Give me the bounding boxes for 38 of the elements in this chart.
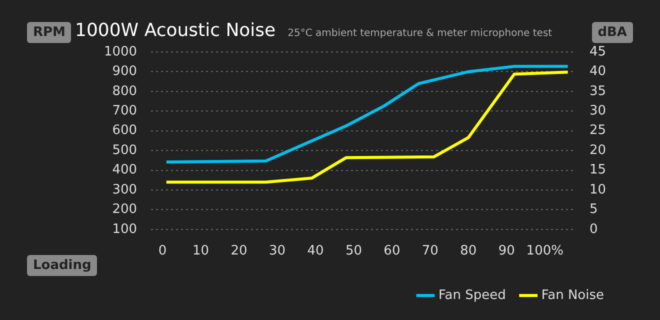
legend-label: Fan Noise (541, 288, 604, 303)
x-tick-label: 30 (268, 244, 286, 259)
y-tick-label: 800 (112, 84, 138, 99)
chart-subtitle: 25°C ambient temperature & meter microphone test (288, 28, 552, 39)
x-axis-title: Loading (27, 255, 98, 276)
x-tick-label: 50 (345, 244, 362, 259)
x-tick-label: 10 (192, 244, 210, 259)
x-tick-label: 60 (384, 244, 400, 259)
y2-tick-label: 30 (589, 104, 606, 119)
legend-label: Fan Speed (438, 288, 506, 303)
y-tick-label: 300 (112, 182, 138, 198)
x-tick-label: 0 (158, 244, 167, 259)
y2-tick-label: 0 (589, 222, 598, 237)
x-tick-label: 80 (460, 244, 477, 259)
y2-tick-label: 45 (589, 44, 606, 60)
y-tick-label: 900 (112, 64, 138, 80)
y2-axis-title: dBA (592, 22, 633, 43)
y-tick-label: 400 (112, 162, 138, 178)
y-axis-title: RPM (27, 22, 72, 43)
y2-tick-label: 25 (589, 123, 606, 138)
x-tick-label: 40 (307, 244, 324, 259)
y2-tick-label: 20 (589, 142, 606, 158)
y-tick-label: 500 (112, 142, 138, 158)
y2-tick-label: 10 (589, 182, 606, 198)
y2-tick-label: 5 (589, 202, 598, 218)
x-tick-label: 90 (498, 244, 515, 259)
y2-tick-label: 15 (589, 162, 606, 178)
y2-tick-label: 40 (589, 64, 606, 80)
y-tick-label: 100 (112, 222, 138, 237)
y-tick-label: 200 (112, 202, 138, 218)
y-tick-label: 600 (112, 123, 138, 138)
y-tick-label: 700 (112, 104, 138, 119)
x-tick-label: 100% (526, 244, 564, 259)
y2-tick-label: 35 (589, 84, 606, 99)
y-tick-label: 1000 (104, 44, 138, 60)
x-tick-label: 70 (422, 244, 438, 259)
x-tick-label: 20 (230, 244, 248, 259)
chart-title: 1000W Acoustic Noise (75, 20, 276, 41)
